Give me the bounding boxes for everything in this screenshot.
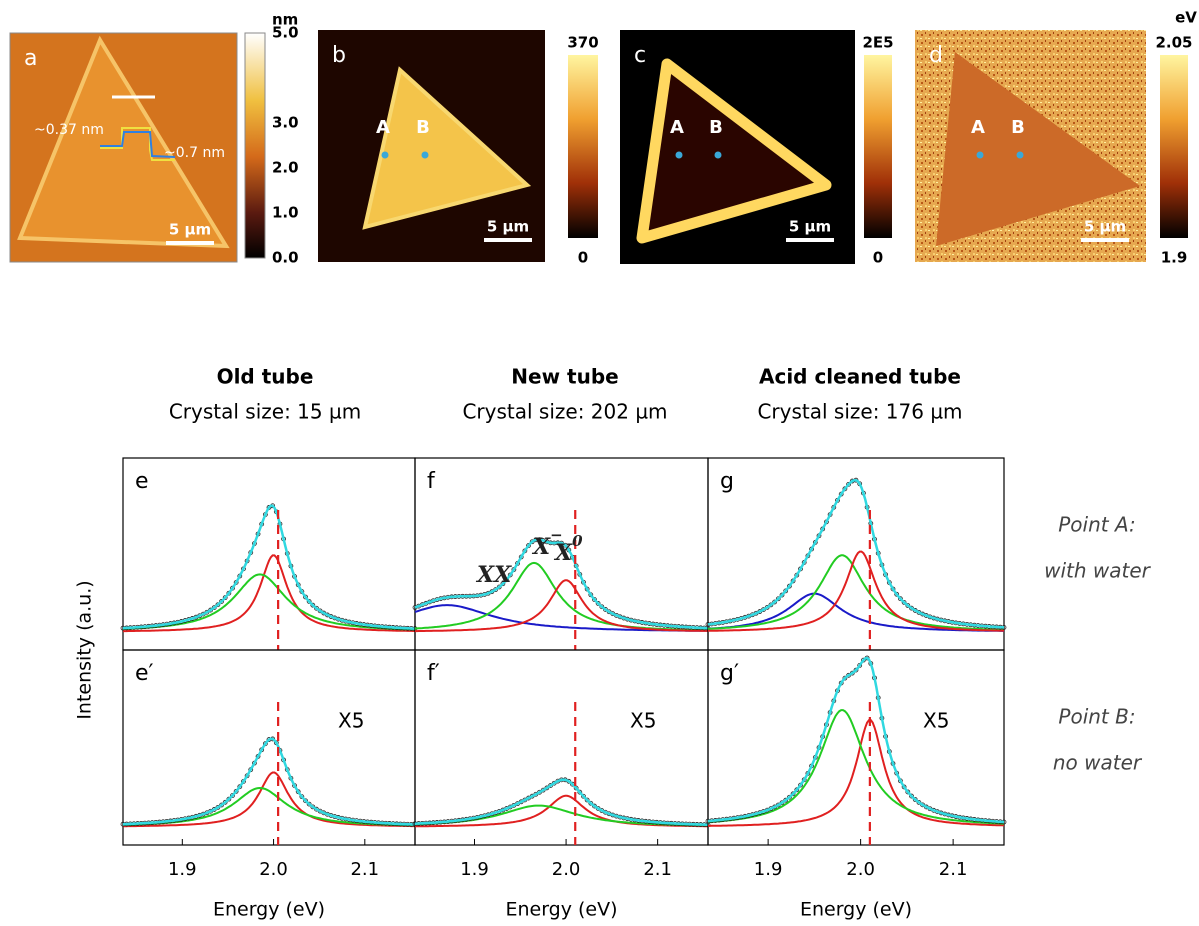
point-marker: [715, 152, 722, 159]
annotation: ~0.37 nm: [34, 122, 104, 138]
column-subtitle: Crystal size: 15 µm: [169, 400, 361, 424]
row-label: no water: [1053, 751, 1143, 775]
peak-label: XX: [475, 562, 512, 588]
spectrum-panel: [123, 458, 415, 650]
column-subtitle: Crystal size: 202 µm: [462, 400, 667, 424]
color-bar-tick-label: 0: [873, 249, 883, 267]
y-axis-label: Intensity (a.u.): [74, 580, 96, 719]
x-tick-label: 2.1: [643, 859, 672, 880]
annotation: ~0.7 nm: [164, 145, 225, 161]
x-axis-label: Energy (eV): [213, 899, 325, 921]
panel-label: e′: [135, 661, 154, 686]
figure: a5 µm~0.37 nm~0.7 nmnm5.03.02.01.00.0b5 …: [0, 0, 1199, 926]
panel-label: g′: [720, 661, 739, 686]
color-bar: [245, 33, 265, 258]
color-bar-tick-label: 2.0: [272, 159, 299, 177]
fit-sum: [123, 506, 415, 629]
point-label: A: [971, 117, 985, 138]
scale-bar-label: 5 µm: [169, 221, 211, 239]
panel-label: f: [427, 469, 436, 494]
spectrum-panel: [415, 650, 708, 845]
fit-component: [708, 552, 1004, 631]
peak-superscript: 0: [572, 532, 583, 550]
color-bar-tick-label: 370: [567, 34, 598, 52]
point-label: B: [1011, 117, 1025, 138]
x-tick-label: 1.9: [754, 859, 783, 880]
color-bar-tick-label: 2E5: [862, 34, 893, 52]
x-tick-label: 1.9: [168, 859, 197, 880]
point-label: A: [376, 117, 390, 138]
color-bar-tick-label: 5.0: [272, 24, 299, 42]
point-label: A: [670, 117, 684, 138]
x-tick-label: 2.1: [350, 859, 379, 880]
panel-label: b: [332, 43, 346, 68]
row-label: Point B:: [1058, 705, 1135, 729]
row-label: with water: [1044, 559, 1152, 583]
color-bar-tick-label: 0: [578, 249, 588, 267]
x-tick-label: 2.0: [552, 859, 581, 880]
panel-label: c: [634, 43, 646, 68]
fit-sum: [708, 480, 1004, 627]
fit-sum: [123, 739, 415, 825]
column-title: Acid cleaned tube: [759, 365, 961, 389]
fit-component: [123, 773, 415, 827]
column-title: Old tube: [217, 365, 314, 389]
panel-label: d: [929, 43, 943, 68]
fit-component: [123, 555, 415, 631]
column-subtitle: Crystal size: 176 µm: [757, 400, 962, 424]
point-label: B: [416, 117, 430, 138]
spectrum-panel: [123, 650, 415, 845]
color-bar-tick-label: 2.05: [1155, 34, 1192, 52]
color-bar-tick-label: 0.0: [272, 249, 299, 267]
point-marker: [1017, 152, 1024, 159]
x-tick-label: 2.1: [939, 859, 968, 880]
scale-note: X5: [923, 709, 949, 733]
scale-note: X5: [338, 709, 364, 733]
fit-sum: [708, 658, 1004, 822]
point-marker: [676, 152, 683, 159]
panel-label: g: [720, 469, 734, 494]
scale-note: X5: [630, 709, 656, 733]
panel-label: e: [135, 469, 149, 494]
x-axis-label: Energy (eV): [800, 899, 912, 921]
color-bar: [1160, 55, 1188, 238]
color-bar-unit: eV: [1175, 9, 1197, 27]
x-tick-label: 2.0: [846, 859, 875, 880]
panel-label: f′: [427, 661, 440, 686]
point-marker: [977, 152, 984, 159]
x-axis-label: Energy (eV): [505, 899, 617, 921]
color-bar: [864, 55, 892, 238]
fit-component: [123, 788, 415, 825]
x-tick-label: 1.9: [460, 859, 489, 880]
scale-bar-label: 5 µm: [487, 218, 529, 236]
scale-bar-label: 5 µm: [1084, 218, 1126, 236]
point-marker: [422, 152, 429, 159]
column-title: New tube: [511, 365, 618, 389]
panel-label: a: [24, 46, 37, 71]
color-bar-tick-label: 1.9: [1161, 249, 1188, 267]
fit-component: [123, 574, 415, 629]
color-bar-tick-label: 1.0: [272, 204, 299, 222]
row-label: Point A:: [1058, 513, 1136, 537]
point-label: B: [709, 117, 723, 138]
color-bar-tick-label: 3.0: [272, 114, 299, 132]
point-marker: [382, 152, 389, 159]
x-tick-label: 2.0: [259, 859, 288, 880]
scale-bar-label: 5 µm: [789, 218, 831, 236]
fit-component: [708, 555, 1004, 630]
color-bar: [568, 55, 598, 238]
